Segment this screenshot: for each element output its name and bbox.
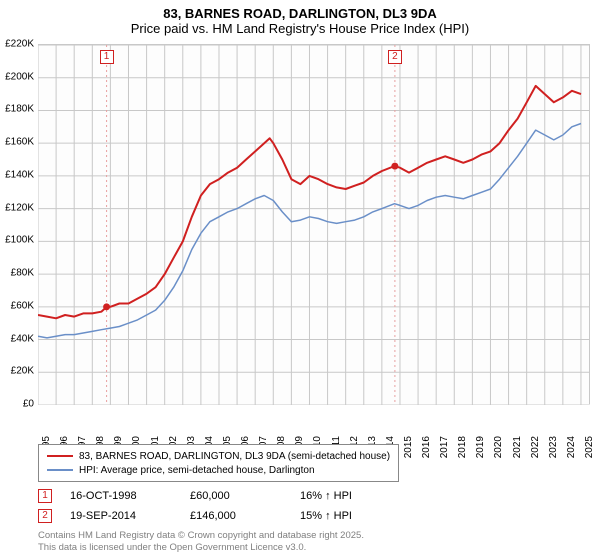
title-address: 83, BARNES ROAD, DARLINGTON, DL3 9DA — [0, 6, 600, 21]
y-tick-label: £100K — [5, 235, 34, 246]
y-tick-label: £0 — [23, 399, 34, 410]
plot-svg — [38, 45, 590, 405]
sale-1-pct: 16% ↑ HPI — [300, 490, 420, 502]
sales-table: 1 16-OCT-1998 £60,000 16% ↑ HPI 2 19-SEP… — [38, 486, 420, 526]
footer: Contains HM Land Registry data © Crown c… — [38, 530, 364, 554]
sale-row-1: 1 16-OCT-1998 £60,000 16% ↑ HPI — [38, 486, 420, 506]
sale-2-date: 19-SEP-2014 — [70, 510, 190, 522]
sale-1-date: 16-OCT-1998 — [70, 490, 190, 502]
x-tick-label: 2021 — [512, 436, 523, 458]
legend-row-price-paid: 83, BARNES ROAD, DARLINGTON, DL3 9DA (se… — [47, 449, 390, 463]
sale-marker-1-icon: 1 — [38, 489, 52, 503]
footer-line2: This data is licensed under the Open Gov… — [38, 542, 364, 554]
sale-marker-2-icon: 2 — [38, 509, 52, 523]
sale-2-pct: 15% ↑ HPI — [300, 510, 420, 522]
legend-label-price-paid: 83, BARNES ROAD, DARLINGTON, DL3 9DA (se… — [79, 451, 390, 462]
plot-area — [38, 44, 590, 404]
x-tick-label: 2024 — [566, 436, 577, 458]
x-tick-label: 2018 — [457, 436, 468, 458]
y-tick-label: £160K — [5, 137, 34, 148]
footer-line1: Contains HM Land Registry data © Crown c… — [38, 530, 364, 542]
x-tick-label: 2022 — [530, 436, 541, 458]
x-tick-label: 2019 — [475, 436, 486, 458]
chart-container: 83, BARNES ROAD, DARLINGTON, DL3 9DA Pri… — [0, 0, 600, 560]
y-tick-label: £140K — [5, 169, 34, 180]
x-tick-label: 2017 — [439, 436, 450, 458]
title-subtitle: Price paid vs. HM Land Registry's House … — [0, 21, 600, 36]
y-tick-label: £40K — [11, 333, 34, 344]
y-tick-label: £180K — [5, 104, 34, 115]
sale-row-2: 2 19-SEP-2014 £146,000 15% ↑ HPI — [38, 506, 420, 526]
x-tick-label: 2015 — [403, 436, 414, 458]
y-tick-label: £200K — [5, 71, 34, 82]
legend-swatch-price-paid — [47, 455, 73, 457]
y-tick-label: £20K — [11, 366, 34, 377]
legend: 83, BARNES ROAD, DARLINGTON, DL3 9DA (se… — [38, 444, 399, 482]
title-block: 83, BARNES ROAD, DARLINGTON, DL3 9DA Pri… — [0, 0, 600, 38]
sale-1-price: £60,000 — [190, 490, 300, 502]
y-tick-label: £80K — [11, 268, 34, 279]
sale-2-price: £146,000 — [190, 510, 300, 522]
x-tick-label: 2020 — [493, 436, 504, 458]
y-tick-label: £220K — [5, 39, 34, 50]
sale-marker-1-flag: 1 — [100, 50, 114, 64]
legend-swatch-hpi — [47, 469, 73, 471]
sale-marker-2-flag: 2 — [388, 50, 402, 64]
y-tick-label: £120K — [5, 202, 34, 213]
legend-label-hpi: HPI: Average price, semi-detached house,… — [79, 465, 315, 476]
x-tick-label: 2023 — [548, 436, 559, 458]
legend-row-hpi: HPI: Average price, semi-detached house,… — [47, 463, 390, 477]
x-tick-label: 2016 — [421, 436, 432, 458]
y-tick-label: £60K — [11, 300, 34, 311]
x-tick-label: 2025 — [584, 436, 595, 458]
